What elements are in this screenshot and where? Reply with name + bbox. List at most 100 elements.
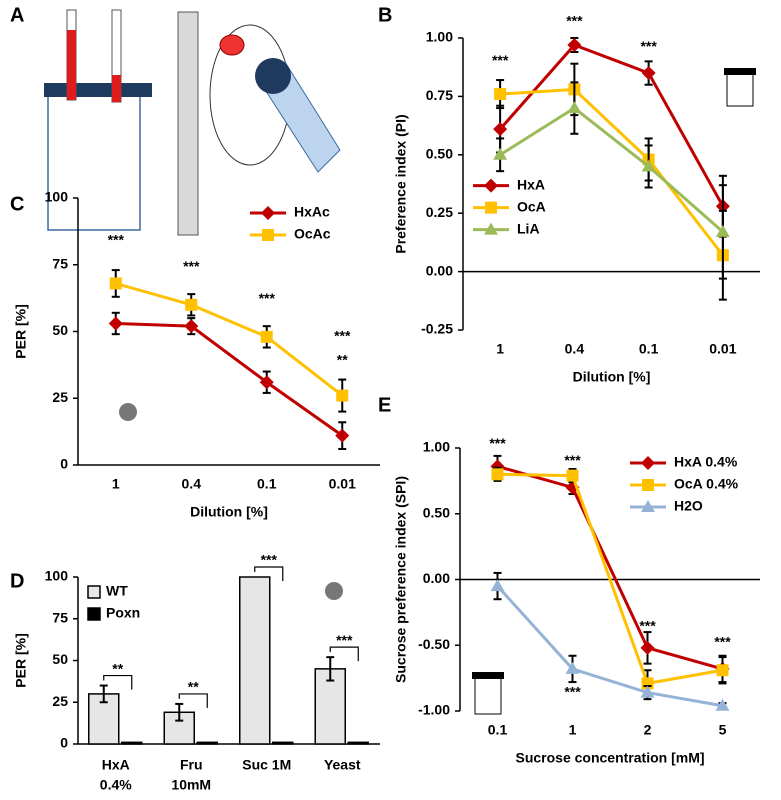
significance-bracket (103, 674, 133, 690)
icon-vial (474, 677, 502, 715)
x-tick-label: 1 (496, 341, 504, 357)
marker (484, 178, 498, 193)
x-tick-label: Fru (180, 757, 203, 773)
y-tick-label: 1.00 (426, 29, 453, 45)
marker (641, 500, 655, 512)
marker (108, 316, 123, 331)
panel-label: E (378, 394, 391, 416)
bar (272, 741, 294, 745)
icon-vial (726, 71, 754, 107)
icon-cap (724, 68, 756, 75)
significance: ** (112, 660, 123, 676)
annotation: *** (564, 683, 581, 699)
legend-label: H2O (674, 498, 703, 514)
y-tick-label: 25 (52, 693, 68, 709)
marker (565, 661, 580, 674)
wall (177, 11, 199, 236)
marker (640, 685, 655, 698)
y-tick-label: 50 (52, 322, 68, 338)
y-tick-label: 75 (52, 609, 68, 625)
x-tick-label: 2 (644, 722, 652, 738)
x-tick-label: Suc 1M (242, 757, 291, 773)
marker (715, 224, 730, 237)
marker (185, 298, 198, 311)
x-tick-label: 0.01 (709, 341, 736, 357)
icon-ball (325, 582, 343, 600)
marker (493, 122, 508, 137)
y-tick-label: 50 (52, 651, 68, 667)
x-axis-title: Sucrose concentration [mM] (515, 750, 704, 766)
legend-label: Poxn (106, 605, 140, 621)
annotation: *** (639, 618, 656, 634)
marker (184, 319, 199, 334)
marker (494, 88, 507, 101)
x-tick-label: 1 (112, 476, 120, 492)
series-line (496, 585, 723, 708)
bar (163, 711, 195, 745)
marker (642, 479, 654, 491)
y-axis-title: Sucrose preference index (SPI) (393, 476, 409, 683)
annotation: *** (492, 52, 509, 68)
marker (716, 664, 729, 677)
legend-label: OcAc (294, 226, 331, 242)
legend-label: OcA 0.4% (674, 476, 739, 492)
y-tick-label: -0.50 (418, 636, 450, 652)
legend-label: LiA (517, 220, 540, 236)
y-tick-label: 0.50 (423, 504, 450, 520)
y-tick-label: 0.00 (423, 570, 450, 586)
vial (47, 91, 141, 231)
x-axis-title: Dilution [%] (573, 369, 651, 385)
panel-label: A (10, 4, 24, 26)
y-tick-label: 0.25 (426, 204, 453, 220)
marker (566, 469, 579, 482)
legend-label: HxA 0.4% (674, 454, 738, 470)
series-line (499, 106, 724, 234)
marker (641, 66, 656, 81)
marker (490, 579, 505, 592)
y-tick-label: 100 (45, 189, 69, 205)
marker (485, 201, 497, 214)
y-axis-title: Preference index (PI) (393, 114, 409, 253)
x-tick-label: 0.4 (182, 476, 202, 492)
x-tick-label: 0.4% (100, 777, 132, 793)
annotation: *** (183, 258, 200, 274)
marker (640, 640, 655, 655)
marker (641, 456, 655, 470)
legend-swatch (87, 607, 101, 621)
vial-cap (44, 83, 152, 97)
marker (335, 428, 350, 443)
marker (641, 159, 656, 172)
x-tick-label: 0.1 (488, 722, 508, 738)
marker (493, 147, 508, 160)
x-tick-label: 1 (569, 722, 577, 738)
x-tick-label: 0.1 (257, 476, 277, 492)
x-tick-label: HxA (102, 757, 130, 773)
y-tick-label: 25 (52, 389, 68, 405)
panel-label: C (10, 193, 24, 215)
series-line (497, 464, 723, 671)
series-line (500, 87, 725, 257)
marker (484, 222, 498, 235)
y-tick-label: 0 (60, 735, 68, 751)
annotation: *** (108, 231, 125, 247)
tube-fill (112, 75, 121, 102)
significance: *** (261, 552, 278, 568)
x-tick-label: 10mM (171, 777, 211, 793)
y-tick-label: 100 (45, 568, 69, 584)
annotation: *** (334, 328, 351, 344)
icon-ball (119, 403, 137, 421)
series-line (499, 43, 725, 207)
y-tick-label: 1.00 (423, 439, 450, 455)
panel-label: B (378, 4, 392, 26)
x-tick-label: Yeast (324, 757, 361, 773)
annotation: *** (489, 435, 506, 451)
significance: *** (336, 632, 353, 648)
y-axis-title: PER [%] (13, 633, 29, 687)
annotation: *** (714, 633, 731, 649)
marker (262, 229, 274, 241)
y-axis-title: PER [%] (13, 304, 29, 358)
significance-bracket (254, 566, 284, 581)
marker (567, 38, 582, 53)
bar (347, 741, 369, 745)
